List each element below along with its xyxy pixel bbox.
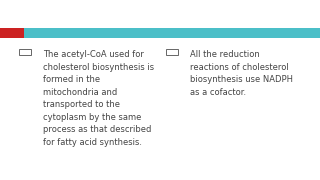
Bar [0, 28, 24, 38]
Bar [24, 28, 320, 38]
Bar [19, 49, 31, 55]
Bar [166, 49, 178, 55]
Text: All the reduction
reactions of cholesterol
biosynthesis use NADPH
as a cofactor.: All the reduction reactions of cholester… [190, 50, 293, 97]
Text: The acetyl-CoA used for
cholesterol biosynthesis is
formed in the
mitochondria a: The acetyl-CoA used for cholesterol bios… [43, 50, 154, 147]
